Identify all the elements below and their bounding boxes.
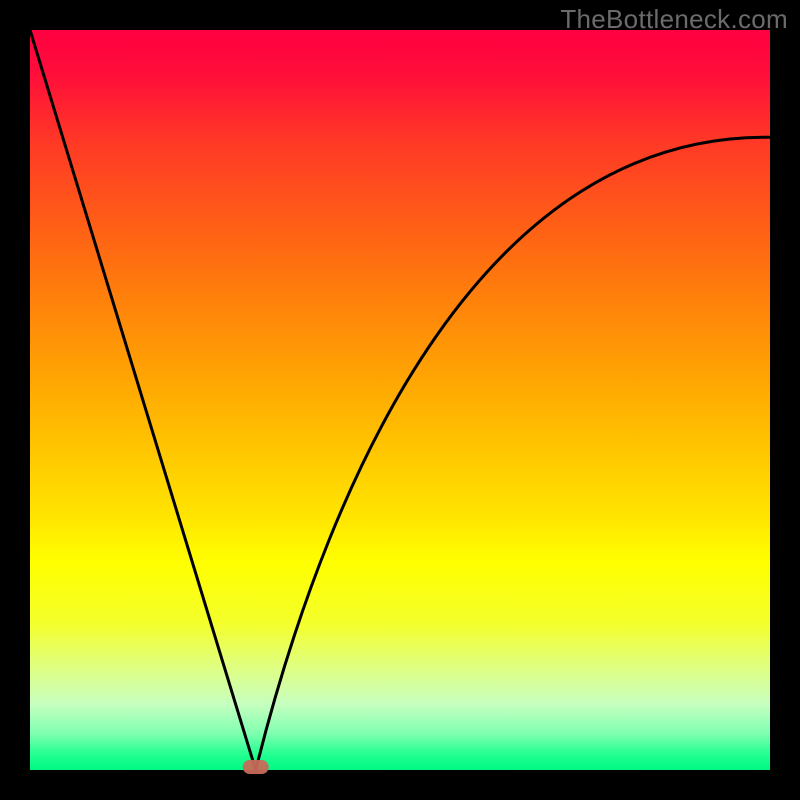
optimal-marker (243, 760, 269, 774)
chart-container: TheBottleneck.com (0, 0, 800, 800)
plot-background (30, 30, 770, 770)
bottleneck-chart (0, 0, 800, 800)
watermark-text: TheBottleneck.com (560, 4, 788, 35)
